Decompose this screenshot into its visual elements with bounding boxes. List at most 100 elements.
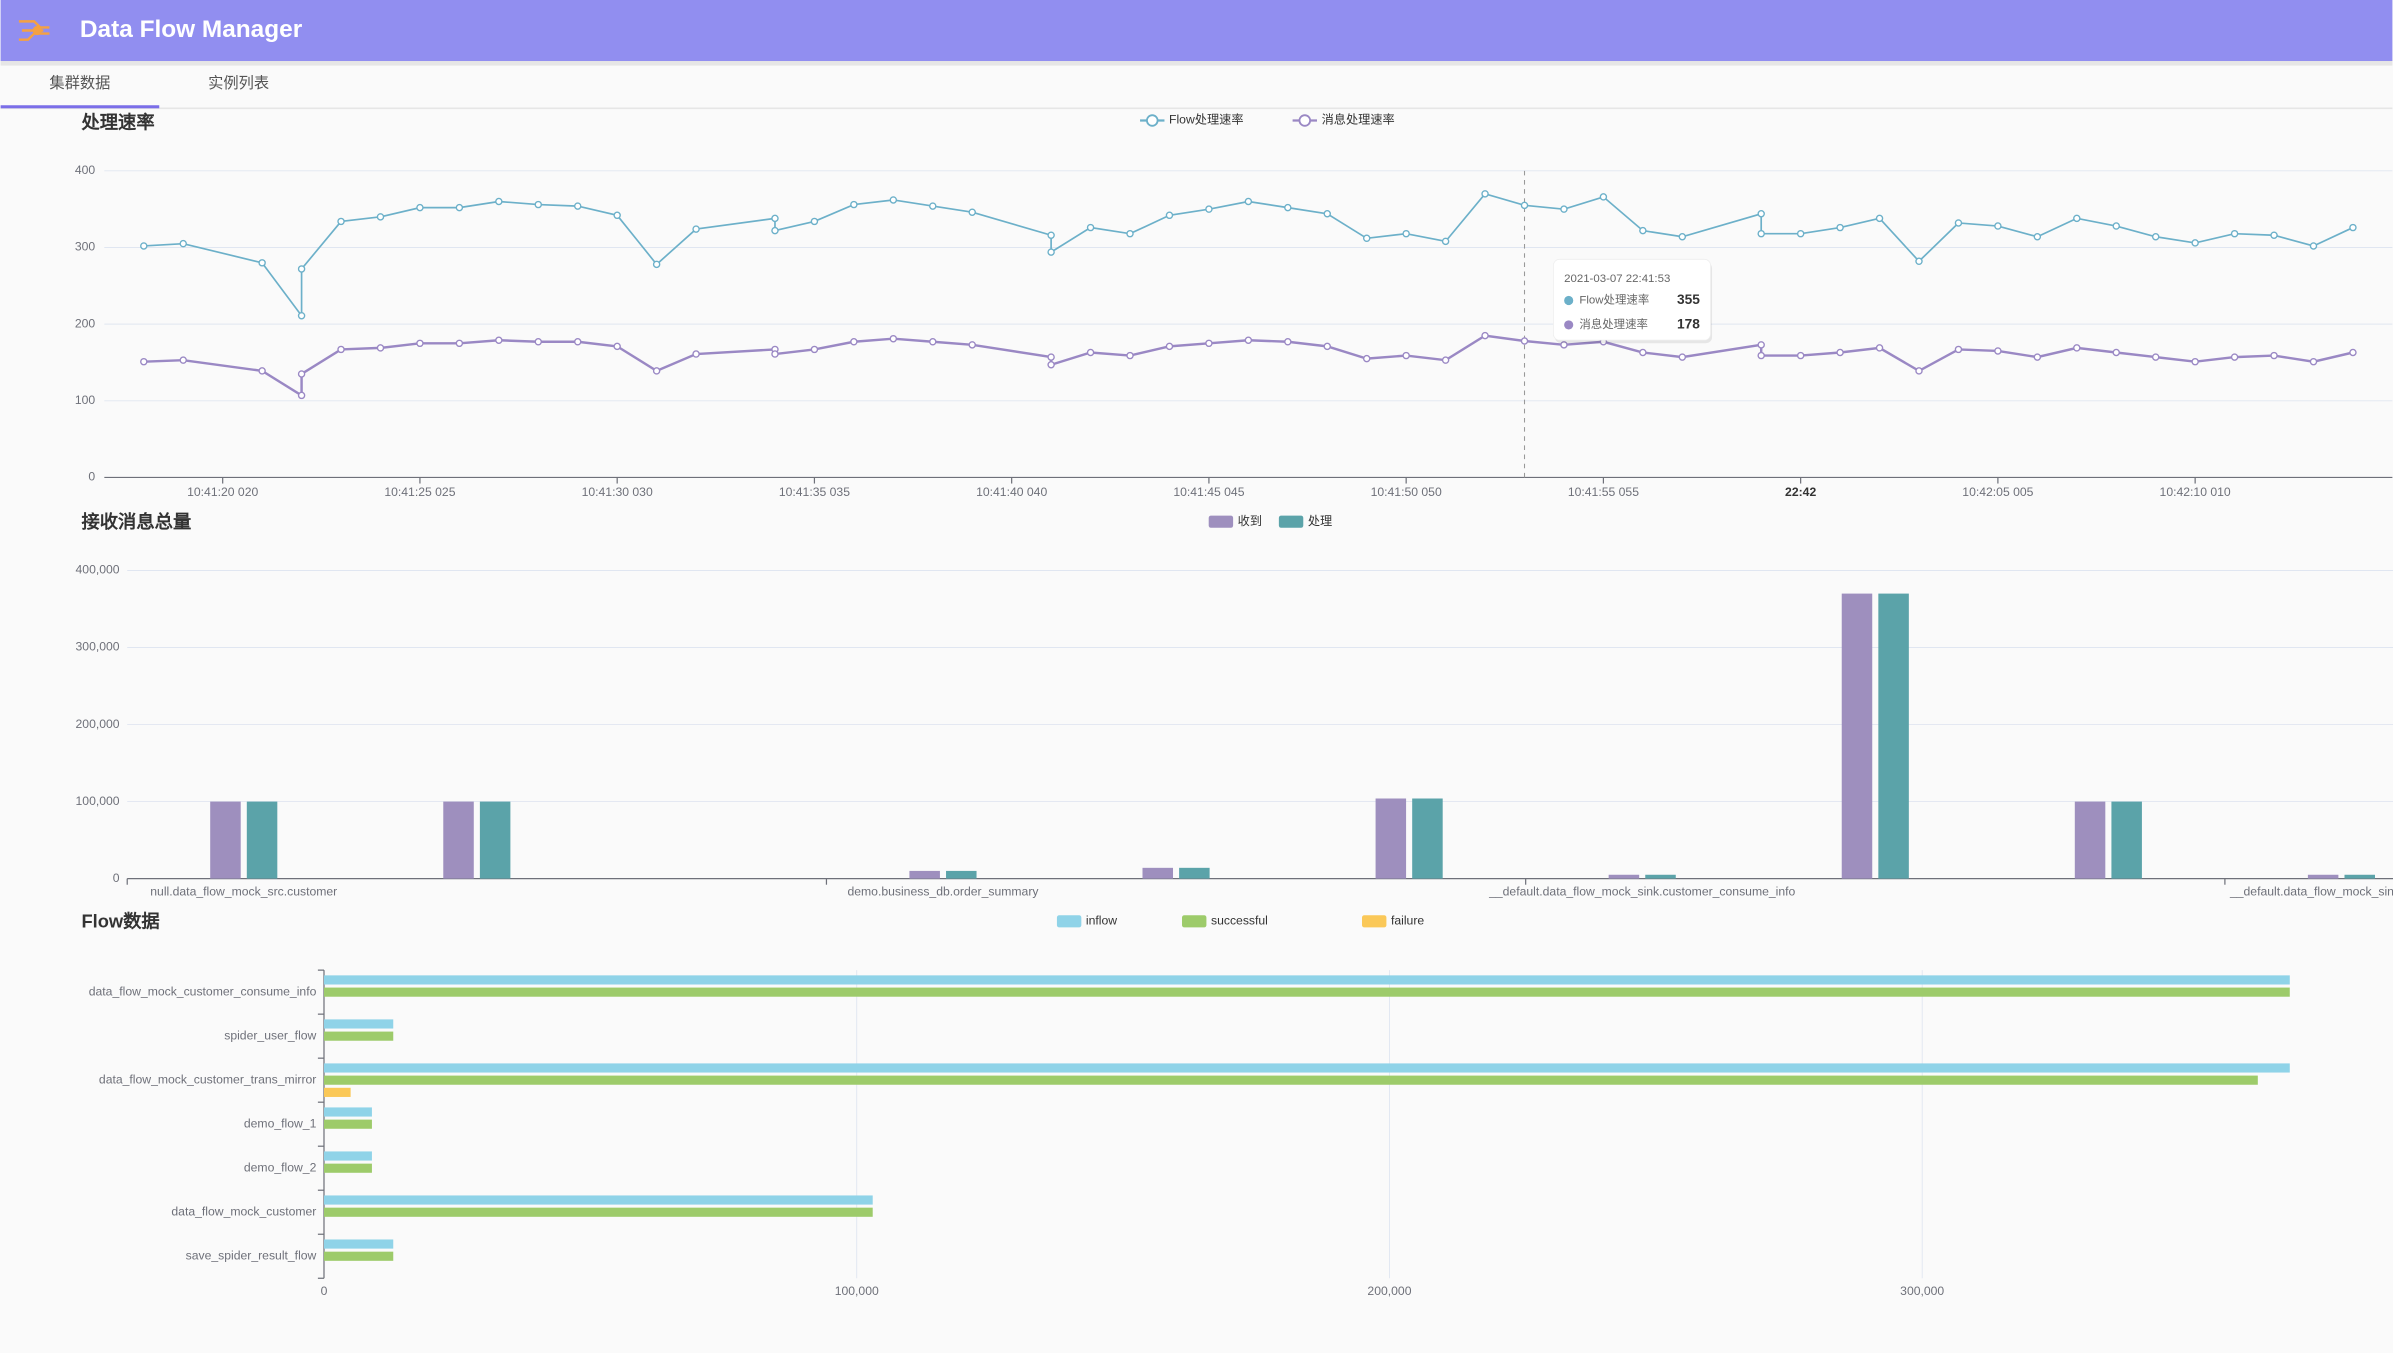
legend-icon: [1362, 915, 1387, 928]
legend-icon: [1208, 515, 1234, 528]
data-point: [1086, 348, 1095, 357]
legend-icon: [1146, 114, 1159, 127]
data-point: [1047, 231, 1055, 239]
data-point: [1362, 354, 1371, 363]
data-point: [297, 370, 306, 378]
y-tick-label: 400,000: [76, 563, 120, 577]
bar: [210, 801, 241, 879]
x-tick-label: 10:41:35 035: [779, 485, 850, 499]
data-point: [1678, 353, 1687, 361]
data-point: [2033, 233, 2042, 241]
data-point: [1639, 348, 1647, 357]
data-point: [1639, 226, 1647, 235]
data-point: [140, 357, 148, 366]
legend-item: inflow: [1056, 914, 1117, 928]
data-point: [810, 345, 819, 354]
data-point: [2191, 239, 2199, 247]
data-point: [1560, 205, 1568, 213]
data-point: [2270, 351, 2278, 360]
logo: [18, 20, 50, 41]
legend-icon: [1298, 114, 1312, 127]
y-tick-label: data_flow_mock_customer_trans_mirror: [99, 1072, 316, 1086]
x-tick-label: 10:41:30 030: [582, 485, 653, 499]
bar: [909, 870, 940, 879]
data-point: [1441, 237, 1450, 246]
tooltip: 2021-03-07 22:41:53 Flow处理速率 355 消息处理速率 178: [1553, 258, 1713, 344]
x-tick-label: 10:42:05 005: [1962, 485, 2033, 499]
y-tick-label: demo_flow_2: [244, 1160, 317, 1174]
chart-title: Flow数据: [81, 911, 159, 932]
tooltip-marker: [1564, 295, 1574, 306]
data-point: [1481, 190, 1489, 198]
data-point: [652, 367, 661, 375]
data-point: [1244, 197, 1253, 206]
data-point: [140, 242, 148, 250]
data-point: [1757, 210, 1765, 218]
y-tick-label: 0: [88, 470, 95, 484]
data-point: [534, 338, 543, 346]
tab[interactable]: 实例列表: [208, 75, 269, 92]
bar: [946, 870, 977, 879]
y-tick-label: 100,000: [76, 794, 120, 808]
data-point: [2230, 229, 2239, 238]
y-tick-label: 200: [75, 316, 96, 330]
data-point: [258, 367, 266, 375]
data-point: [771, 350, 779, 358]
bar: [443, 801, 474, 879]
x-tick-label: __default.data_flow_mock_sink.origin_cu: [2229, 885, 2393, 899]
data-point: [1954, 219, 1963, 227]
data-point: [1165, 211, 1174, 220]
data-point: [810, 217, 819, 226]
data-point: [297, 265, 306, 273]
data-point: [1560, 341, 1568, 349]
data-point: [2073, 214, 2081, 223]
bar: [323, 1019, 394, 1029]
data-point: [1520, 201, 1529, 210]
y-tick-label: spider_user_flow: [224, 1028, 316, 1042]
data-point: [1757, 229, 1765, 238]
tab[interactable]: 集群数据: [49, 75, 110, 92]
x-tick-label: 10:41:45 045: [1173, 485, 1244, 499]
data-point: [771, 226, 779, 235]
bar: [1179, 867, 1210, 879]
data-point: [416, 339, 424, 348]
data-point: [2151, 233, 2160, 241]
bar: [1645, 874, 1676, 879]
data-point: [1402, 229, 1410, 238]
data-point: [2191, 357, 2199, 366]
tooltip-value: 178: [1677, 317, 1700, 332]
y-tick-label: 400: [75, 163, 96, 177]
bar: [479, 801, 511, 879]
tab-indicator: [0, 105, 160, 109]
legend-label: 收到: [1238, 514, 1262, 528]
legend-item: failure: [1362, 914, 1424, 928]
tooltip-marker: [1564, 320, 1574, 330]
data-point: [1757, 341, 1765, 349]
x-tick-label: 10:41:55 055: [1568, 485, 1639, 499]
data-point: [1441, 356, 1450, 364]
data-point: [1954, 345, 1963, 354]
data-point: [1520, 337, 1529, 345]
bar: [323, 1119, 372, 1129]
legend-label: Flow处理速率: [1169, 112, 1243, 127]
data-point: [1875, 344, 1884, 352]
data-point: [1126, 229, 1134, 238]
data-point: [2151, 353, 2160, 361]
data-point: [1796, 229, 1805, 238]
y-tick-label: 300,000: [76, 640, 120, 654]
bar: [1412, 798, 1443, 879]
x-tick-label: 10:41:25 025: [384, 485, 455, 499]
data-point: [337, 345, 345, 354]
data-point: [2309, 357, 2318, 366]
data-point: [1086, 223, 1095, 232]
data-point: [850, 200, 858, 209]
legend-item: 收到: [1208, 514, 1262, 528]
data-point: [1165, 342, 1174, 351]
y-tick-label: demo_flow_1: [244, 1116, 317, 1130]
data-point: [1836, 348, 1844, 357]
data-point: [2112, 348, 2120, 357]
bar: [323, 1063, 2290, 1073]
bar: [323, 1251, 394, 1261]
data-point: [376, 344, 385, 352]
bar: [323, 1031, 394, 1041]
